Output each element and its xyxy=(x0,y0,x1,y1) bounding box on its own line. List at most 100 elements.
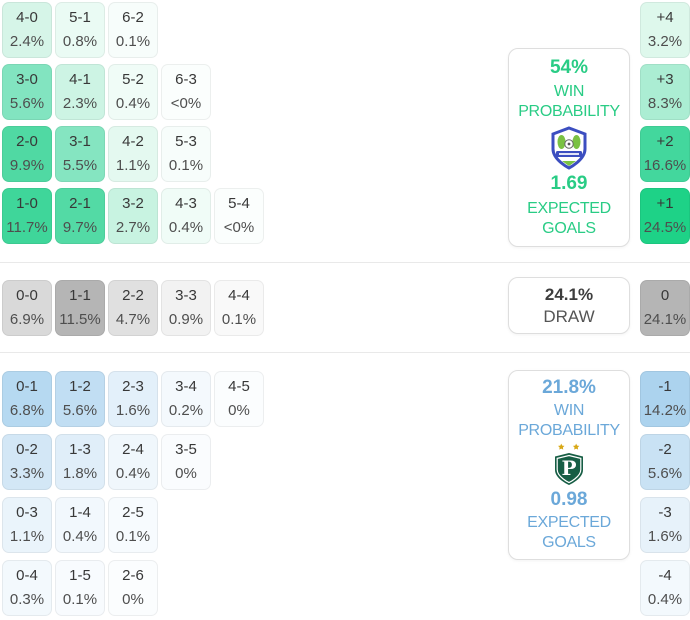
goal-diff-cell: -4 0.4% xyxy=(640,560,690,616)
score-cell-probability: 0.1% xyxy=(168,157,204,174)
score-cell-probability: 0.1% xyxy=(221,311,257,328)
score-cell-probability: 0.3% xyxy=(9,591,45,608)
home-expected-goals-label: EXPECTED xyxy=(527,199,611,217)
home-win-label: WIN xyxy=(553,83,585,100)
score-cell-probability: 0.1% xyxy=(62,591,98,608)
score-cell-probability: 9.7% xyxy=(62,219,98,236)
score-cell-probability: 5.5% xyxy=(62,157,98,174)
score-cell-probability: 1.1% xyxy=(115,157,151,174)
goal-diff-cell-label: -3 xyxy=(658,504,672,521)
draw-probability-value: 24.1% xyxy=(544,284,594,304)
score-cell-label: 1-1 xyxy=(69,287,91,304)
home-expected-goals-value: 1.69 xyxy=(550,173,588,194)
score-cell-label: 3-3 xyxy=(175,287,197,304)
goal-diff-cell-label: +2 xyxy=(656,133,674,150)
score-cell-probability: 0% xyxy=(122,591,144,608)
score-cell-label: 2-3 xyxy=(122,378,144,395)
score-cell-probability: 11.5% xyxy=(59,311,101,328)
score-cell: 4-4 0.1% xyxy=(214,280,264,336)
score-cell-probability: 11.7% xyxy=(6,219,48,236)
goal-diff-cell: 0 24.1% xyxy=(640,280,690,336)
score-cell-probability: 6.8% xyxy=(9,402,45,419)
score-cell-label: 2-0 xyxy=(16,133,38,150)
score-cell-label: 4-5 xyxy=(228,378,250,395)
draw-label: DRAW xyxy=(543,306,595,326)
goal-diff-cell: +4 3.2% xyxy=(640,2,690,58)
score-cell-label: 2-2 xyxy=(122,287,144,304)
score-cell-probability: 0.4% xyxy=(115,95,151,112)
score-cell: 5-2 0.4% xyxy=(108,64,158,120)
score-cell: 3-1 5.5% xyxy=(55,126,105,182)
score-cell-label: 1-0 xyxy=(16,195,38,212)
score-cell-label: 2-5 xyxy=(122,504,144,521)
score-cell-probability: 5.6% xyxy=(9,95,45,112)
away-win-probability-card: 21.8% WIN PROBABILITY P 0.98 EXPECTED GO… xyxy=(508,370,630,560)
score-cell-label: 3-5 xyxy=(175,441,197,458)
goal-diff-cell-probability: 24.1% xyxy=(643,311,687,328)
score-cell: 3-2 2.7% xyxy=(108,188,158,244)
home-win-probability-value: 54% xyxy=(549,56,589,78)
score-cell-probability: 0.9% xyxy=(168,311,204,328)
away-team-badge-icon: P xyxy=(547,443,591,487)
draw-probability-card: 24.1% DRAW xyxy=(508,277,630,334)
score-cell-probability: 0.4% xyxy=(115,465,151,482)
goal-diff-cell-probability: 1.6% xyxy=(647,528,683,545)
score-cell: 0-0 6.9% xyxy=(2,280,52,336)
score-cell-probability: <0% xyxy=(170,95,202,112)
score-cell: 3-4 0.2% xyxy=(161,371,211,427)
score-cell-probability: 0.1% xyxy=(115,33,151,50)
score-cell-probability: 3.3% xyxy=(9,465,45,482)
score-cell-label: 5-3 xyxy=(175,133,197,150)
goal-diff-cell-label: -4 xyxy=(658,567,672,584)
score-cell-probability: 0.2% xyxy=(168,402,204,419)
goal-diff-cell-probability: 16.6% xyxy=(643,157,687,174)
score-cell-label: 0-0 xyxy=(16,287,38,304)
score-cell-probability: 0.1% xyxy=(115,528,151,545)
score-cell: 0-1 6.8% xyxy=(2,371,52,427)
away-win-label: PROBABILITY xyxy=(518,422,620,439)
score-cell-label: 3-2 xyxy=(122,195,144,212)
goal-diff-cell-probability: 24.5% xyxy=(643,219,687,236)
goal-diff-cell-probability: 14.2% xyxy=(643,402,687,419)
score-cell-label: 3-0 xyxy=(16,71,38,88)
goal-diff-cell: +3 8.3% xyxy=(640,64,690,120)
score-cell-label: 5-2 xyxy=(122,71,144,88)
score-cell: 4-0 2.4% xyxy=(2,2,52,58)
score-cell-label: 0-1 xyxy=(16,378,38,395)
score-cell: 1-4 0.4% xyxy=(55,497,105,553)
away-expected-goals-label: GOALS xyxy=(542,534,596,551)
score-cell: 5-4 <0% xyxy=(214,188,264,244)
score-cell-probability: 0% xyxy=(228,402,250,419)
score-cell-label: 1-2 xyxy=(69,378,91,395)
score-cell-label: 6-3 xyxy=(175,71,197,88)
goal-diff-cell: +1 24.5% xyxy=(640,188,690,244)
score-cell-label: 2-6 xyxy=(122,567,144,584)
score-cell: 5-1 0.8% xyxy=(55,2,105,58)
score-cell: 3-5 0% xyxy=(161,434,211,490)
goal-diff-cell: +2 16.6% xyxy=(640,126,690,182)
score-cell-label: 1-5 xyxy=(69,567,91,584)
score-cell: 1-0 11.7% xyxy=(2,188,52,244)
score-cell: 2-2 4.7% xyxy=(108,280,158,336)
score-cell: 5-3 0.1% xyxy=(161,126,211,182)
score-cell: 0-3 1.1% xyxy=(2,497,52,553)
home-team-badge-icon xyxy=(550,125,588,170)
away-expected-goals-label: EXPECTED xyxy=(527,514,611,531)
score-cell: 1-1 11.5% xyxy=(55,280,105,336)
score-cell-label: 4-2 xyxy=(122,133,144,150)
score-cell-probability: 2.4% xyxy=(9,33,45,50)
score-cell: 1-2 5.6% xyxy=(55,371,105,427)
score-cell-probability: 1.8% xyxy=(62,465,98,482)
score-cell-label: 2-4 xyxy=(122,441,144,458)
score-cell: 2-3 1.6% xyxy=(108,371,158,427)
goal-diff-cell-label: -1 xyxy=(658,378,672,395)
section-divider xyxy=(0,352,690,353)
score-cell-label: 4-4 xyxy=(228,287,250,304)
score-cell: 6-2 0.1% xyxy=(108,2,158,58)
score-cell-label: 0-2 xyxy=(16,441,38,458)
score-cell: 4-1 2.3% xyxy=(55,64,105,120)
score-cell: 2-5 0.1% xyxy=(108,497,158,553)
score-cell-probability: <0% xyxy=(223,219,255,236)
home-expected-goals-label: GOALS xyxy=(542,219,596,237)
